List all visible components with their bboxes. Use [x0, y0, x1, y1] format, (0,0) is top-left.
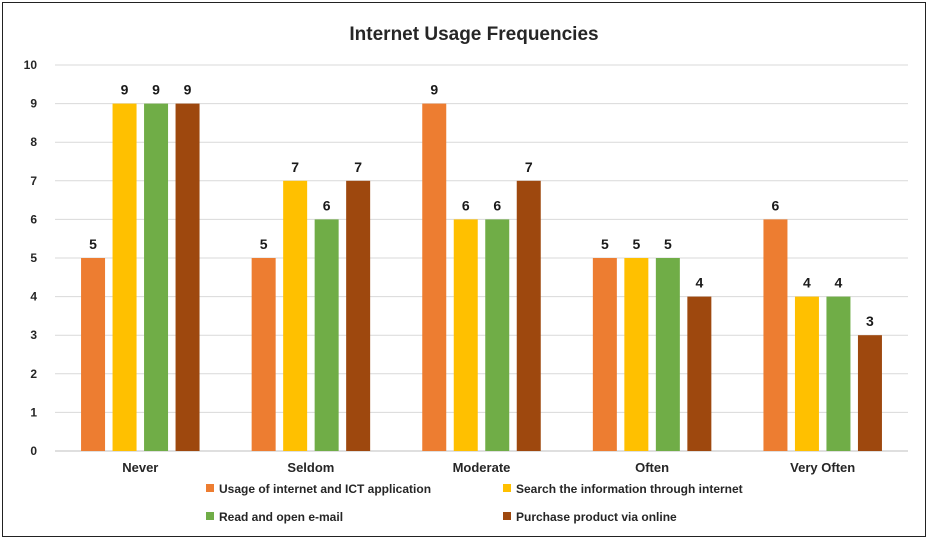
bar-moderate-series-4: [516, 180, 541, 452]
y-tick-label: 7: [30, 174, 37, 188]
data-label: 6: [493, 197, 501, 213]
data-label: 9: [184, 82, 192, 98]
data-label: 7: [525, 159, 533, 175]
bar-very-often-series-3: [826, 296, 851, 451]
bar-never-series-2: [112, 103, 137, 451]
y-tick-label: 9: [30, 97, 37, 111]
data-label: 6: [323, 197, 331, 213]
bar-moderate-series-3: [485, 219, 510, 451]
y-tick-label: 1: [30, 405, 37, 419]
data-label: 5: [260, 236, 268, 252]
data-label: 7: [291, 159, 299, 175]
x-tick-label: Never: [122, 460, 158, 475]
bar-often-series-4: [687, 296, 712, 451]
y-tick-label: 4: [30, 290, 37, 304]
legend-label: Purchase product via online: [516, 510, 677, 524]
y-axis-ticks: 0 1 2 3 4 5 6 7 8 9 10: [24, 58, 38, 458]
data-label: 6: [462, 197, 470, 213]
data-label: 7: [354, 159, 362, 175]
chart-title: Internet Usage Frequencies: [349, 24, 598, 45]
data-labels: 5 9 9 9 5 7 6 7 9 6 6 7 5 5 5 4 6 4 4 3: [89, 82, 874, 330]
data-label: 5: [89, 236, 97, 252]
bar-never-series-1: [81, 258, 106, 451]
bar-seldom-series-4: [346, 180, 371, 452]
bar-seldom-series-1: [251, 258, 276, 451]
y-tick-label: 8: [30, 135, 37, 149]
bar-very-often-series-2: [794, 296, 819, 451]
x-tick-label: Moderate: [453, 460, 511, 475]
data-label: 9: [430, 82, 438, 98]
bar-very-often-series-1: [763, 219, 788, 451]
data-label: 9: [121, 82, 129, 98]
bar-never-series-4: [175, 103, 200, 451]
x-axis-ticks: Never Seldom Moderate Often Very Often: [122, 460, 855, 475]
bar-never-series-3: [144, 103, 169, 451]
bar-seldom-series-3: [314, 219, 339, 451]
y-tick-label: 3: [30, 328, 37, 342]
bars: [81, 103, 882, 452]
legend-swatch: [503, 484, 511, 492]
bar-moderate-series-1: [422, 103, 447, 451]
bar-seldom-series-2: [283, 180, 308, 452]
data-label: 4: [803, 275, 811, 291]
data-label: 5: [601, 236, 609, 252]
data-label: 6: [772, 197, 780, 213]
legend: Usage of internet and ICT application Sea…: [206, 482, 743, 524]
bar-moderate-series-2: [453, 219, 478, 451]
bar-very-often-series-4: [857, 335, 882, 451]
legend-label: Usage of internet and ICT application: [219, 482, 431, 496]
x-tick-label: Often: [635, 460, 669, 475]
data-label: 9: [152, 82, 160, 98]
legend-label: Search the information through internet: [516, 482, 743, 496]
y-tick-label: 5: [30, 251, 37, 265]
data-label: 3: [866, 313, 874, 329]
bar-often-series-1: [592, 258, 617, 451]
legend-swatch: [206, 484, 214, 492]
legend-swatch: [503, 512, 511, 520]
bar-often-series-3: [655, 258, 680, 451]
legend-label: Read and open e-mail: [219, 510, 343, 524]
data-label: 4: [835, 275, 843, 291]
bar-often-series-2: [624, 258, 649, 451]
data-label: 5: [632, 236, 640, 252]
data-label: 5: [664, 236, 672, 252]
data-label: 4: [695, 275, 703, 291]
y-tick-label: 0: [30, 444, 37, 458]
x-tick-label: Seldom: [287, 460, 334, 475]
y-tick-label: 10: [24, 58, 38, 72]
x-tick-label: Very Often: [790, 460, 855, 475]
y-tick-label: 6: [30, 212, 37, 226]
y-tick-label: 2: [30, 367, 37, 381]
legend-swatch: [206, 512, 214, 520]
